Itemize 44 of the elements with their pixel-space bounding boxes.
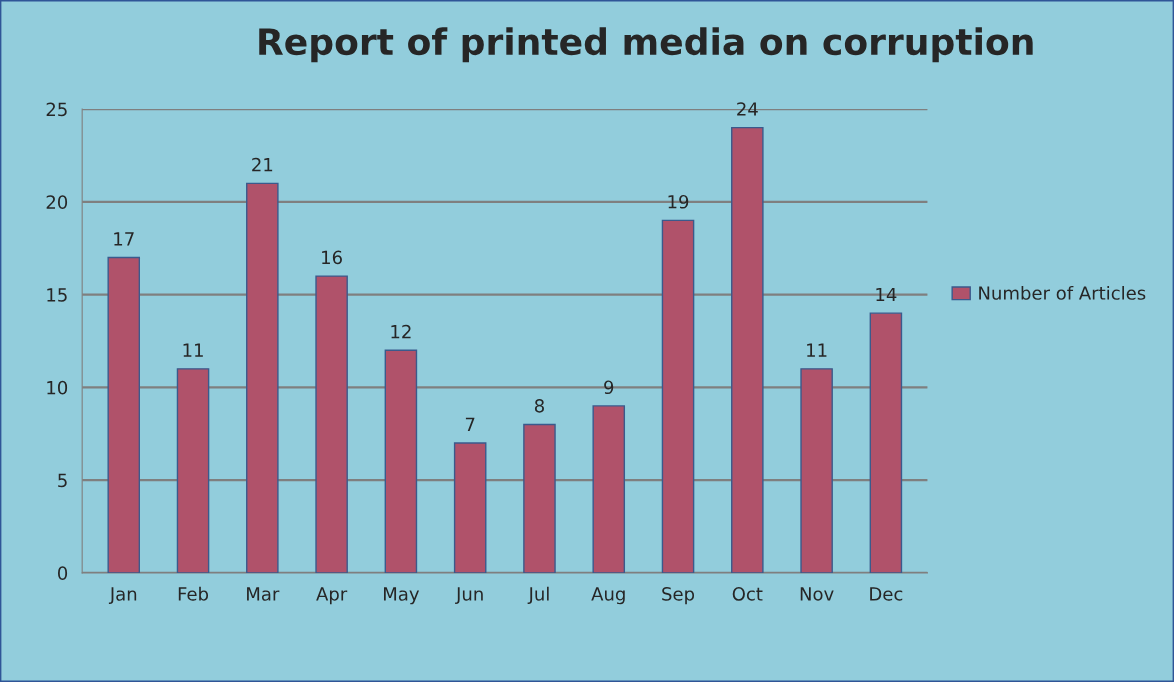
x-tick-label: Nov	[800, 587, 834, 601]
data-label: 9	[604, 380, 614, 395]
data-label: 11	[183, 343, 203, 357]
x-tick-label: Jun	[455, 587, 483, 605]
bar	[384, 349, 418, 573]
y-tick-label: 25	[46, 102, 67, 117]
y-tick-label: 5	[58, 473, 67, 488]
bar	[800, 368, 833, 573]
x-tick-label: Dec	[870, 587, 903, 601]
x-tick-label: Aug	[591, 587, 625, 605]
bar	[107, 256, 141, 573]
bar	[731, 126, 764, 573]
bar	[315, 275, 348, 573]
data-label: 21	[252, 157, 273, 172]
bar	[176, 368, 210, 573]
data-label: 19	[668, 194, 689, 209]
x-tick-label: Oct	[732, 587, 763, 601]
data-label: 11	[807, 343, 827, 357]
chart-title: Report of printed media on corruption	[259, 27, 1033, 63]
x-tick-label: May	[384, 587, 420, 605]
x-tick-label: Jan	[108, 587, 137, 605]
y-tick-label: 0	[57, 566, 68, 580]
x-tick-label: Feb	[178, 586, 209, 601]
legend-label: Number of Articles	[979, 285, 1146, 300]
data-label: 8	[534, 398, 544, 413]
data-label: 17	[114, 232, 134, 246]
y-tick-label: 15	[47, 288, 67, 302]
data-label: 16	[322, 250, 342, 265]
x-tick-label: Jul	[527, 586, 549, 605]
bar	[869, 312, 903, 573]
y-tick-label: 10	[47, 380, 68, 395]
bar	[523, 423, 556, 573]
bar	[453, 442, 487, 573]
x-tick-label: Sep	[662, 587, 695, 605]
data-label: 24	[737, 102, 758, 116]
data-label: 7	[465, 417, 475, 431]
x-tick-label: Mar	[247, 587, 280, 601]
bar	[592, 405, 626, 573]
bar	[246, 182, 279, 573]
data-label: 14	[876, 287, 897, 302]
bar	[661, 219, 695, 573]
y-tick-label: 20	[46, 195, 68, 209]
data-label: 12	[391, 324, 411, 339]
x-tick-label: Apr	[316, 587, 348, 605]
